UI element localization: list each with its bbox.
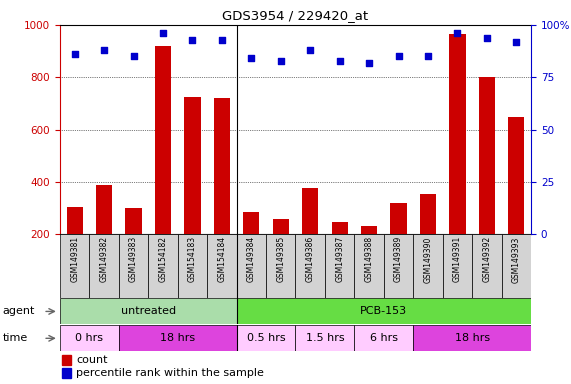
Bar: [207, 234, 236, 298]
Point: [276, 58, 286, 64]
Point: [99, 47, 108, 53]
Bar: [449, 34, 465, 234]
Point: [158, 30, 167, 36]
Bar: [155, 46, 171, 234]
Text: GSM149382: GSM149382: [99, 236, 108, 282]
Text: GSM149389: GSM149389: [394, 236, 403, 282]
Text: GSM149388: GSM149388: [365, 236, 373, 282]
Bar: [184, 97, 200, 234]
Text: GSM149384: GSM149384: [247, 236, 256, 282]
Point: [394, 53, 403, 60]
Bar: [60, 298, 236, 324]
Point: [453, 30, 462, 36]
Bar: [60, 234, 90, 298]
Bar: [413, 325, 531, 351]
Bar: [508, 116, 524, 234]
Text: 0 hrs: 0 hrs: [75, 333, 103, 343]
Bar: [273, 218, 289, 234]
Bar: [96, 185, 112, 234]
Point: [129, 53, 138, 60]
Text: GSM154184: GSM154184: [218, 236, 226, 282]
Text: 6 hrs: 6 hrs: [370, 333, 398, 343]
Bar: [478, 77, 495, 234]
Point: [305, 47, 315, 53]
Bar: [126, 208, 142, 234]
Text: PCB-153: PCB-153: [360, 306, 407, 316]
Text: GSM149391: GSM149391: [453, 236, 462, 282]
Bar: [236, 325, 296, 351]
Bar: [119, 325, 236, 351]
Bar: [178, 234, 207, 298]
Text: GSM154182: GSM154182: [159, 236, 167, 282]
Bar: [296, 234, 325, 298]
Text: GSM149383: GSM149383: [129, 236, 138, 282]
Bar: [391, 203, 407, 234]
Point: [364, 60, 373, 66]
Bar: [443, 234, 472, 298]
Text: time: time: [3, 333, 28, 343]
Bar: [214, 98, 230, 234]
Bar: [413, 234, 443, 298]
Bar: [361, 226, 377, 234]
Bar: [355, 325, 413, 351]
Point: [70, 51, 79, 57]
Text: GSM149392: GSM149392: [482, 236, 492, 282]
Text: agent: agent: [3, 306, 35, 316]
Text: 1.5 hrs: 1.5 hrs: [305, 333, 344, 343]
Point: [218, 36, 227, 43]
Text: 18 hrs: 18 hrs: [160, 333, 195, 343]
Bar: [266, 234, 296, 298]
Text: percentile rank within the sample: percentile rank within the sample: [77, 368, 264, 378]
Point: [335, 58, 344, 64]
Bar: [67, 207, 83, 234]
Text: count: count: [77, 355, 108, 365]
Text: GSM149381: GSM149381: [70, 236, 79, 282]
Bar: [148, 234, 178, 298]
Bar: [472, 234, 501, 298]
Text: GSM149385: GSM149385: [276, 236, 286, 282]
Text: GSM149387: GSM149387: [335, 236, 344, 282]
Text: 0.5 hrs: 0.5 hrs: [247, 333, 286, 343]
Bar: [501, 234, 531, 298]
Bar: [236, 298, 531, 324]
Text: GSM149386: GSM149386: [305, 236, 315, 282]
Title: GDS3954 / 229420_at: GDS3954 / 229420_at: [223, 9, 368, 22]
Point: [512, 39, 521, 45]
Text: GSM154183: GSM154183: [188, 236, 197, 282]
Bar: [62, 355, 71, 366]
Text: untreated: untreated: [120, 306, 176, 316]
Bar: [384, 234, 413, 298]
Point: [482, 35, 492, 41]
Bar: [420, 194, 436, 234]
Bar: [243, 212, 259, 234]
Bar: [355, 234, 384, 298]
Bar: [90, 234, 119, 298]
Bar: [119, 234, 148, 298]
Bar: [60, 325, 119, 351]
Text: GSM149390: GSM149390: [424, 236, 432, 283]
Bar: [332, 222, 348, 234]
Point: [188, 36, 197, 43]
Point: [247, 55, 256, 61]
Bar: [325, 234, 355, 298]
Bar: [236, 234, 266, 298]
Bar: [62, 368, 71, 378]
Point: [424, 53, 433, 60]
Text: GSM149393: GSM149393: [512, 236, 521, 283]
Bar: [296, 325, 355, 351]
Text: 18 hrs: 18 hrs: [455, 333, 490, 343]
Bar: [302, 189, 318, 234]
